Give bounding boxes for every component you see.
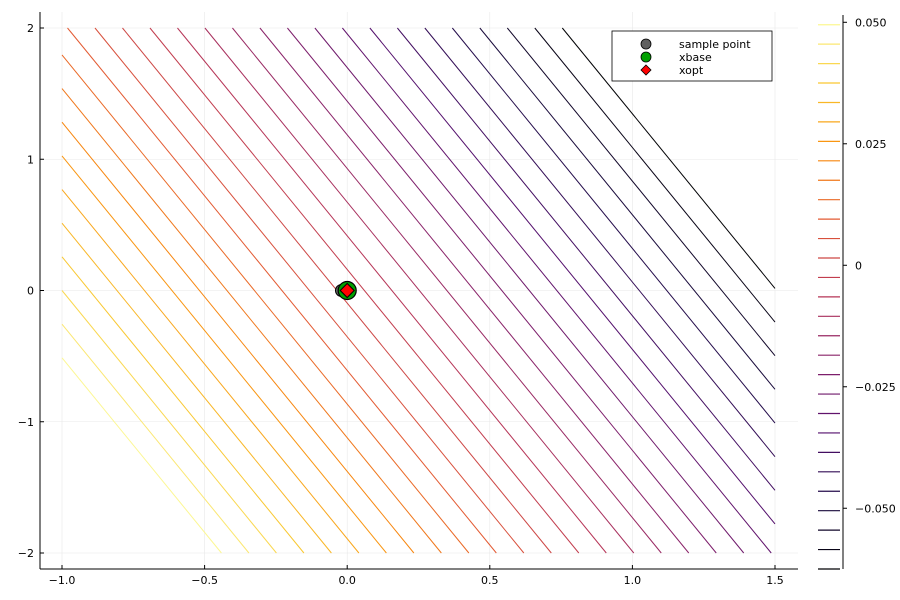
legend-label: sample point <box>679 38 751 51</box>
contour-line <box>479 27 776 390</box>
contour-line <box>61 357 222 554</box>
y-tick-labels: −2 −1 0 1 2 <box>18 22 34 560</box>
x-tick-label: 1.5 <box>766 574 784 587</box>
y-tick-label: 1 <box>27 153 34 166</box>
legend-label: xopt <box>679 64 704 77</box>
contour-line <box>61 256 305 554</box>
x-tick-label: −0.5 <box>191 574 218 587</box>
contour-line <box>342 27 772 554</box>
x-tick-label: 0.0 <box>338 574 356 587</box>
contour-line <box>506 27 776 357</box>
colorbar: −0.050 −0.025 0 0.025 0.050 <box>818 15 896 570</box>
colorbar-tick-label: 0.025 <box>855 138 887 151</box>
contour-line <box>561 27 776 289</box>
x-tick-label: 1.0 <box>624 574 642 587</box>
contour-line <box>67 27 497 554</box>
colorbar-tick-label: 0.050 <box>855 16 887 29</box>
x-tick-labels: −1.0 −0.5 0.0 0.5 1.0 1.5 <box>49 574 784 587</box>
contour-line <box>534 27 776 323</box>
contour-line <box>314 27 745 554</box>
scatter-markers <box>334 280 357 301</box>
contour-line <box>177 27 607 554</box>
contour-line <box>396 27 776 491</box>
y-tick-label: 2 <box>27 22 34 35</box>
colorbar-tick-label: −0.050 <box>855 502 896 515</box>
contour-line <box>424 27 776 457</box>
contour-line <box>204 27 635 554</box>
xopt-marker <box>339 282 355 299</box>
colorbar-tick-label: 0 <box>855 259 862 272</box>
legend-xbase-marker <box>640 51 652 63</box>
contour-lines <box>61 27 776 554</box>
y-tick-label: −2 <box>18 547 34 560</box>
y-tick-label: −1 <box>18 416 34 429</box>
contour-line <box>287 27 717 554</box>
contour-line <box>61 290 277 554</box>
contour-line <box>61 155 387 554</box>
legend-xopt-marker <box>640 64 652 76</box>
axes <box>39 12 798 570</box>
x-tick-label: −1.0 <box>49 574 76 587</box>
contour-line <box>61 88 442 554</box>
contour-line <box>61 323 250 554</box>
contour-line <box>61 121 415 554</box>
legend-label: xbase <box>679 51 712 64</box>
contour-line <box>61 54 470 554</box>
contour-line <box>61 189 360 554</box>
contour-line <box>94 27 525 554</box>
contour-line <box>232 27 662 554</box>
contour-line <box>451 27 776 424</box>
y-tick-label: 0 <box>27 285 34 298</box>
contour-line <box>61 222 332 554</box>
x-tick-label: 0.5 <box>481 574 499 587</box>
contour-line <box>149 27 580 554</box>
contour-line <box>259 27 690 554</box>
legend-box <box>611 30 773 82</box>
colorbar-tick-label: −0.025 <box>855 381 896 394</box>
legend-sample-point-marker <box>640 38 652 50</box>
contour-line <box>369 27 776 525</box>
